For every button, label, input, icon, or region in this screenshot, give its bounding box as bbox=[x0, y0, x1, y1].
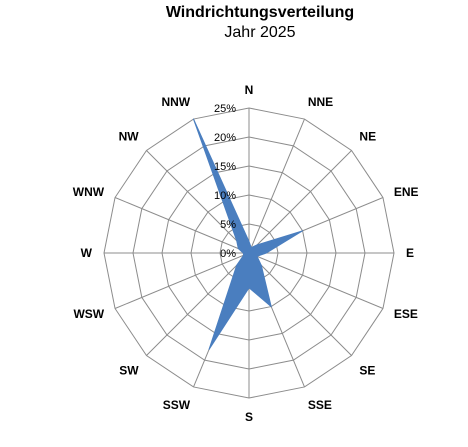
tick-label: 25% bbox=[214, 103, 236, 115]
chart-subtitle: Jahr 2025 bbox=[224, 24, 296, 41]
direction-label-n: N bbox=[245, 83, 254, 97]
direction-label-ssw: SSW bbox=[163, 398, 191, 412]
direction-label-se: SE bbox=[359, 363, 375, 377]
spoke-se bbox=[248, 252, 352, 356]
direction-label-ne: NE bbox=[359, 130, 376, 144]
tick-label: 0% bbox=[220, 248, 236, 260]
direction-label-wnw: WNW bbox=[73, 185, 105, 199]
direction-label-nnw: NNW bbox=[161, 95, 190, 109]
spoke-sw bbox=[146, 252, 250, 356]
spoke-nne bbox=[248, 118, 305, 254]
spoke-wnw bbox=[114, 197, 250, 254]
series-layer bbox=[193, 118, 304, 350]
spoke-ese bbox=[248, 252, 384, 309]
spoke-nw bbox=[146, 150, 250, 254]
tick-label: 10% bbox=[214, 190, 236, 202]
spoke-ne bbox=[248, 150, 352, 254]
direction-label-ese: ESE bbox=[394, 307, 418, 321]
direction-label-s: S bbox=[245, 410, 253, 424]
tick-layer: 0% 5% 10% 15% 20% 25% bbox=[214, 103, 236, 260]
tick-label: 5% bbox=[220, 219, 236, 231]
direction-label-ene: ENE bbox=[394, 185, 419, 199]
tick-label: 15% bbox=[214, 161, 236, 173]
label-layer: N NNE NE ENE E ESE SE SSE S SSW SW WSW W WNW NW NNW bbox=[73, 83, 419, 424]
direction-label-e: E bbox=[406, 246, 414, 260]
direction-label-nne: NNE bbox=[308, 95, 333, 109]
direction-label-sse: SSE bbox=[308, 398, 332, 412]
series-area bbox=[193, 118, 304, 350]
tick-label: 20% bbox=[214, 132, 236, 144]
direction-label-nw: NW bbox=[119, 130, 140, 144]
direction-label-w: W bbox=[81, 246, 93, 260]
chart-title: Windrichtungsverteilung bbox=[165, 4, 355, 21]
spoke-wsw bbox=[114, 252, 250, 309]
direction-label-sw: SW bbox=[119, 363, 139, 377]
direction-label-wsw: WSW bbox=[73, 307, 104, 321]
